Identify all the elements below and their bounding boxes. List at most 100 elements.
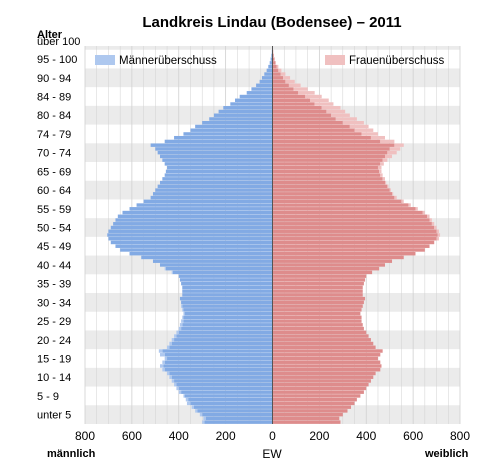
male-bar xyxy=(122,210,273,215)
male-surplus-bar xyxy=(176,386,179,391)
female-surplus-bar xyxy=(377,165,382,170)
male-bar xyxy=(164,360,273,364)
female-surplus-bar xyxy=(385,154,393,159)
male-surplus-bar xyxy=(174,382,177,387)
female-bar xyxy=(272,184,388,189)
male-bar xyxy=(190,401,273,406)
female-bar xyxy=(272,353,381,357)
male-bar xyxy=(113,222,273,226)
female-bar xyxy=(272,334,369,338)
legend-swatch-male-surplus xyxy=(95,55,115,65)
male-bar xyxy=(178,330,273,335)
male-surplus-bar xyxy=(191,405,194,409)
age-label: 15 - 19 xyxy=(37,354,71,366)
female-bar xyxy=(272,124,350,129)
male-bar xyxy=(169,345,273,349)
male-bar xyxy=(202,121,273,125)
female-bar xyxy=(272,225,435,230)
male-surplus-bar xyxy=(171,338,175,342)
male-surplus-bar xyxy=(169,375,172,379)
female-bar xyxy=(272,356,378,361)
female-surplus-bar xyxy=(392,192,394,196)
male-bar xyxy=(155,147,273,151)
female-bar xyxy=(272,296,366,301)
male-bar xyxy=(179,296,273,301)
male-bar xyxy=(164,353,273,357)
male-bar xyxy=(223,106,273,110)
female-surplus-bar xyxy=(408,203,411,207)
male-surplus-bar xyxy=(176,330,179,335)
legend-label-male-surplus: Männerüberschuss xyxy=(119,55,217,67)
female-bar xyxy=(272,87,294,91)
x-axis-label: EW xyxy=(262,447,282,461)
male-bar xyxy=(155,188,273,192)
female-surplus-bar xyxy=(429,218,432,222)
male-bar xyxy=(164,162,273,166)
male-bar xyxy=(235,98,273,102)
female-bar xyxy=(272,128,355,132)
female-bar xyxy=(272,405,352,409)
age-label: 80 - 84 xyxy=(37,110,71,122)
female-bar xyxy=(272,91,299,95)
male-bar xyxy=(165,266,273,271)
male-bar xyxy=(120,248,273,252)
female-bar xyxy=(272,364,382,368)
female-bar xyxy=(272,304,363,308)
legend: Männerüberschuss Frauenüberschuss xyxy=(95,55,444,67)
female-surplus-bar xyxy=(387,184,389,189)
female-bar xyxy=(272,300,364,305)
female-bar xyxy=(272,121,343,125)
female-bar xyxy=(272,233,438,237)
age-label: 25 - 29 xyxy=(37,316,71,328)
female-bar xyxy=(272,371,376,376)
female-bar xyxy=(272,135,371,140)
age-label: 50 - 54 xyxy=(37,223,71,235)
female-surplus-bar xyxy=(436,229,439,233)
male-bar xyxy=(259,79,273,84)
age-label: 35 - 39 xyxy=(37,279,71,291)
male-bar xyxy=(181,300,273,305)
female-surplus-bar xyxy=(382,177,385,181)
male-bar xyxy=(261,76,273,80)
female-bar xyxy=(272,94,306,99)
female-bar xyxy=(272,259,393,263)
female-bar xyxy=(272,199,402,204)
female-bar xyxy=(272,349,383,353)
male-bar xyxy=(141,255,273,260)
male-bar xyxy=(209,117,273,121)
female-bar xyxy=(272,248,425,252)
male-surplus-bar xyxy=(158,349,163,353)
female-bar xyxy=(272,308,362,312)
male-bar xyxy=(239,94,273,99)
female-surplus-bar xyxy=(389,147,401,151)
male-surplus-bar xyxy=(178,326,182,331)
female-surplus-bar xyxy=(385,180,387,185)
male-bar xyxy=(230,102,273,106)
female-bar xyxy=(272,266,380,271)
x-tick-label: 600 xyxy=(403,429,423,443)
male-surplus-bar xyxy=(183,311,185,316)
female-surplus-bar xyxy=(380,162,384,166)
male-bar xyxy=(184,311,273,316)
female-bar xyxy=(272,289,363,293)
y-axis-label: Alter xyxy=(37,29,63,41)
x-tick-label: 400 xyxy=(356,429,376,443)
female-surplus-bar xyxy=(293,87,308,91)
male-surplus-bar xyxy=(167,371,170,376)
x-tick-label: 400 xyxy=(169,429,189,443)
female-surplus-bar xyxy=(380,139,395,144)
male-bar xyxy=(163,364,273,368)
female-bar xyxy=(272,394,361,398)
female-surplus-bar xyxy=(379,169,382,174)
male-bar xyxy=(184,394,273,398)
male-surplus-bar xyxy=(202,420,205,424)
female-surplus-bar xyxy=(436,237,439,241)
bars xyxy=(107,46,441,424)
male-bar xyxy=(143,199,273,204)
female-bar xyxy=(272,255,404,260)
female-bar xyxy=(272,401,355,406)
male-surplus-bar xyxy=(183,394,185,398)
female-bar xyxy=(272,330,367,335)
age-label: 5 - 9 xyxy=(37,391,59,403)
male-bar xyxy=(164,368,273,372)
